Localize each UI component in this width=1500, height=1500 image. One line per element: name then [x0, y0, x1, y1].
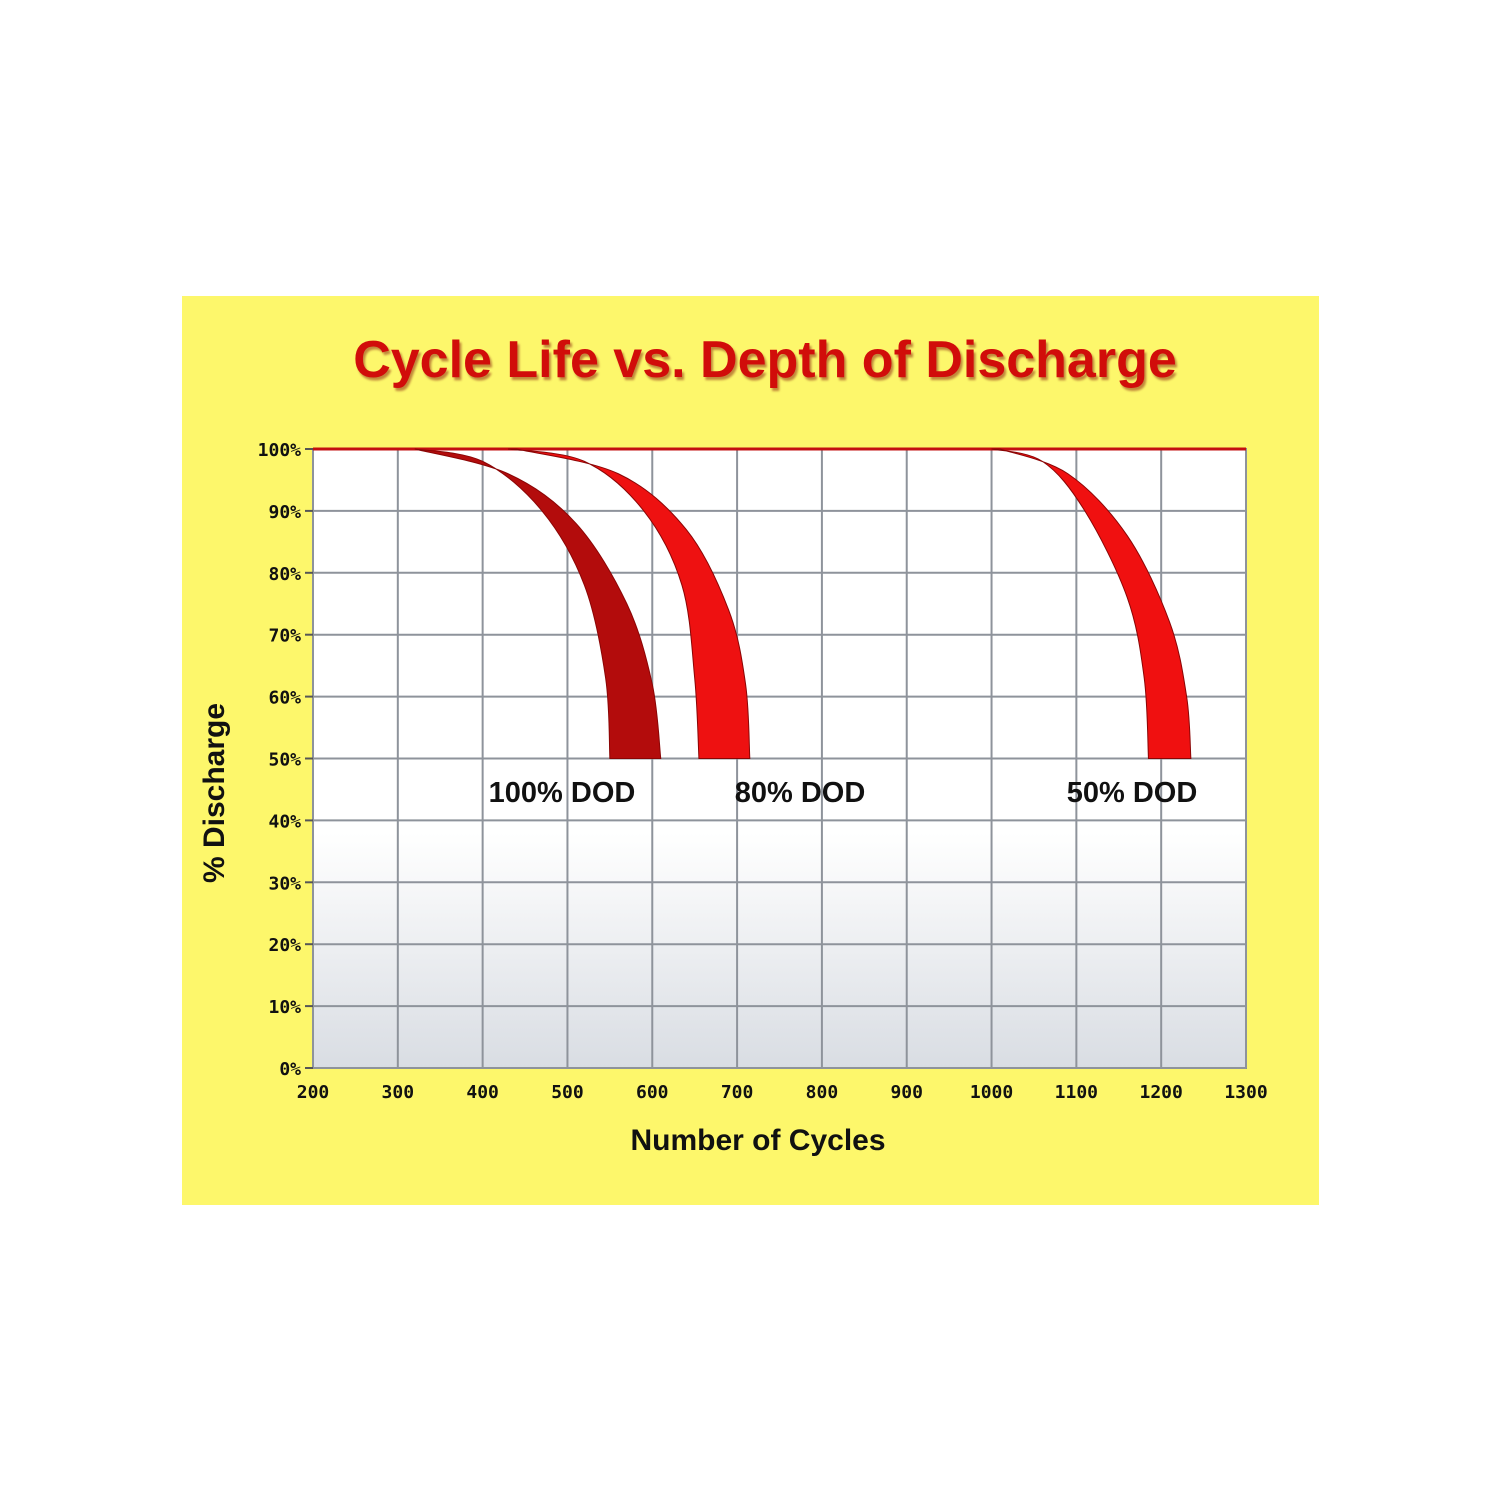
- y-tick-label: 50%: [268, 750, 301, 771]
- y-tick-label: 60%: [268, 688, 301, 709]
- x-tick-label: 1100: [1055, 1082, 1098, 1103]
- chart-title: Cycle Life vs. Depth of Discharge: [353, 331, 1177, 389]
- series-band-2: [508, 448, 751, 759]
- y-tick-label: 100%: [258, 440, 302, 461]
- y-tick-label: 30%: [268, 873, 301, 894]
- y-tick-label: 0%: [279, 1059, 301, 1080]
- series-label: 100% DOD: [489, 777, 636, 809]
- y-tick-label: 80%: [268, 564, 301, 585]
- series-label: 50% DOD: [1067, 777, 1198, 809]
- x-tick-label: 1300: [1224, 1082, 1267, 1103]
- series-band-1: [414, 448, 662, 759]
- y-tick-label: 10%: [268, 997, 301, 1018]
- x-tick-label: 500: [551, 1082, 584, 1103]
- x-tick-label: 400: [466, 1082, 499, 1103]
- x-tick-label: 1000: [970, 1082, 1013, 1103]
- y-tick-label: 20%: [268, 935, 301, 956]
- x-tick-label: 200: [297, 1082, 330, 1103]
- x-tick-label: 800: [806, 1082, 839, 1103]
- y-tick-label: 70%: [268, 626, 301, 647]
- series-label: 80% DOD: [735, 777, 866, 809]
- x-tick-label: 900: [890, 1082, 923, 1103]
- x-tick-label: 700: [721, 1082, 754, 1103]
- x-tick-label: 1200: [1140, 1082, 1183, 1103]
- x-axis-label: Number of Cycles: [630, 1124, 886, 1157]
- x-tick-label: 300: [382, 1082, 415, 1103]
- y-tick-label: 40%: [268, 811, 301, 832]
- x-tick-label: 600: [636, 1082, 669, 1103]
- series-band-3: [991, 448, 1192, 759]
- y-tick-label: 90%: [268, 502, 301, 523]
